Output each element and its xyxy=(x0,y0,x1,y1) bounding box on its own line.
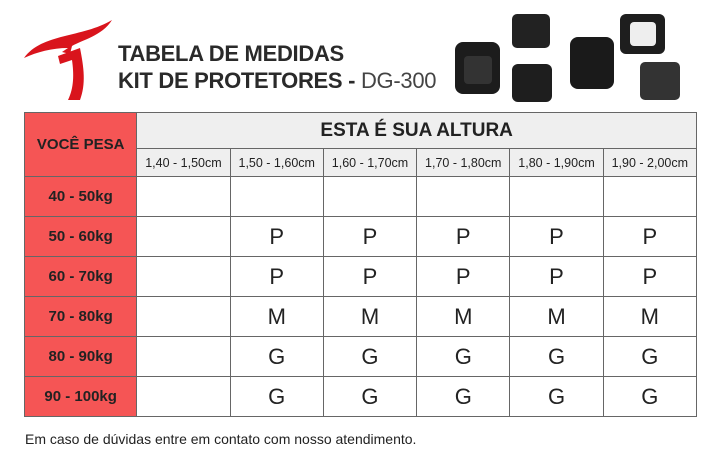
table-row: 60 - 70kg P P P P P xyxy=(23,256,698,297)
size-table: VOCÊ PESA ESTA É SUA ALTURA 1,40 - 1,50c… xyxy=(23,112,698,417)
size-cell xyxy=(136,336,231,377)
height-range-header: 1,60 - 1,70cm xyxy=(322,148,418,177)
product-images xyxy=(455,14,680,102)
size-cell xyxy=(602,176,698,217)
height-header: ESTA É SUA ALTURA xyxy=(136,112,697,149)
height-range-header: 1,90 - 2,00cm xyxy=(602,148,698,177)
table-row: 70 - 80kg M M M M M xyxy=(23,296,698,337)
size-cell: G xyxy=(602,336,698,377)
size-cell: P xyxy=(229,216,324,257)
size-cell: G xyxy=(416,376,511,417)
weight-range: 80 - 90kg xyxy=(23,336,138,377)
size-cell xyxy=(136,176,231,217)
size-cell xyxy=(136,296,231,337)
glove-back-image xyxy=(640,62,680,100)
size-cell: G xyxy=(602,376,698,417)
size-cell: P xyxy=(229,256,324,297)
size-cell: G xyxy=(509,376,604,417)
size-cell: G xyxy=(416,336,511,377)
size-cell xyxy=(136,376,231,417)
size-cell xyxy=(136,256,231,297)
brand-logo xyxy=(24,20,112,100)
size-cell: M xyxy=(602,296,698,337)
size-cell xyxy=(416,176,511,217)
table-row: 80 - 90kg G G G G G xyxy=(23,336,698,377)
table-row: 90 - 100kg G G G G G xyxy=(23,376,698,417)
page-title: TABELA DE MEDIDAS KIT DE PROTETORES - DG… xyxy=(118,40,436,94)
knee-pad-back-image xyxy=(570,37,614,89)
weight-range: 70 - 80kg xyxy=(23,296,138,337)
glove-image xyxy=(512,14,550,48)
size-cell: P xyxy=(602,216,698,257)
weight-range: 40 - 50kg xyxy=(23,176,138,217)
title-line-2: KIT DE PROTETORES - DG-300 xyxy=(118,67,436,94)
size-cell: P xyxy=(416,216,511,257)
size-cell: M xyxy=(322,296,418,337)
size-cell xyxy=(322,176,418,217)
size-cell: P xyxy=(509,216,604,257)
size-cell: P xyxy=(416,256,511,297)
size-cell: M xyxy=(416,296,511,337)
elbow-pad-image xyxy=(512,64,552,102)
title-product: KIT DE PROTETORES - xyxy=(118,68,361,93)
height-range-header: 1,70 - 1,80cm xyxy=(416,148,511,177)
table-row: 50 - 60kg P P P P P xyxy=(23,216,698,257)
size-cell xyxy=(136,216,231,257)
weight-range: 50 - 60kg xyxy=(23,216,138,257)
size-cell xyxy=(509,176,604,217)
size-cell: P xyxy=(322,256,418,297)
title-line-1: TABELA DE MEDIDAS xyxy=(118,41,344,66)
size-cell xyxy=(229,176,324,217)
height-range-header: 1,40 - 1,50cm xyxy=(136,148,231,177)
size-cell: G xyxy=(322,376,418,417)
size-cell: G xyxy=(229,336,324,377)
footer-note: Em caso de dúvidas entre em contato com … xyxy=(25,431,417,447)
height-range-header: 1,50 - 1,60cm xyxy=(229,148,324,177)
size-cell: P xyxy=(602,256,698,297)
size-cell: P xyxy=(509,256,604,297)
size-cell: P xyxy=(322,216,418,257)
weight-range: 60 - 70kg xyxy=(23,256,138,297)
weight-header: VOCÊ PESA xyxy=(23,112,138,177)
table-row: 40 - 50kg xyxy=(23,176,698,217)
model-code: DG-300 xyxy=(360,68,437,93)
height-range-header: 1,80 - 1,90cm xyxy=(509,148,604,177)
weight-range: 90 - 100kg xyxy=(23,376,138,417)
size-cell: G xyxy=(509,336,604,377)
size-cell: G xyxy=(229,376,324,417)
size-cell: G xyxy=(322,336,418,377)
size-cell: M xyxy=(229,296,324,337)
size-cell: M xyxy=(509,296,604,337)
